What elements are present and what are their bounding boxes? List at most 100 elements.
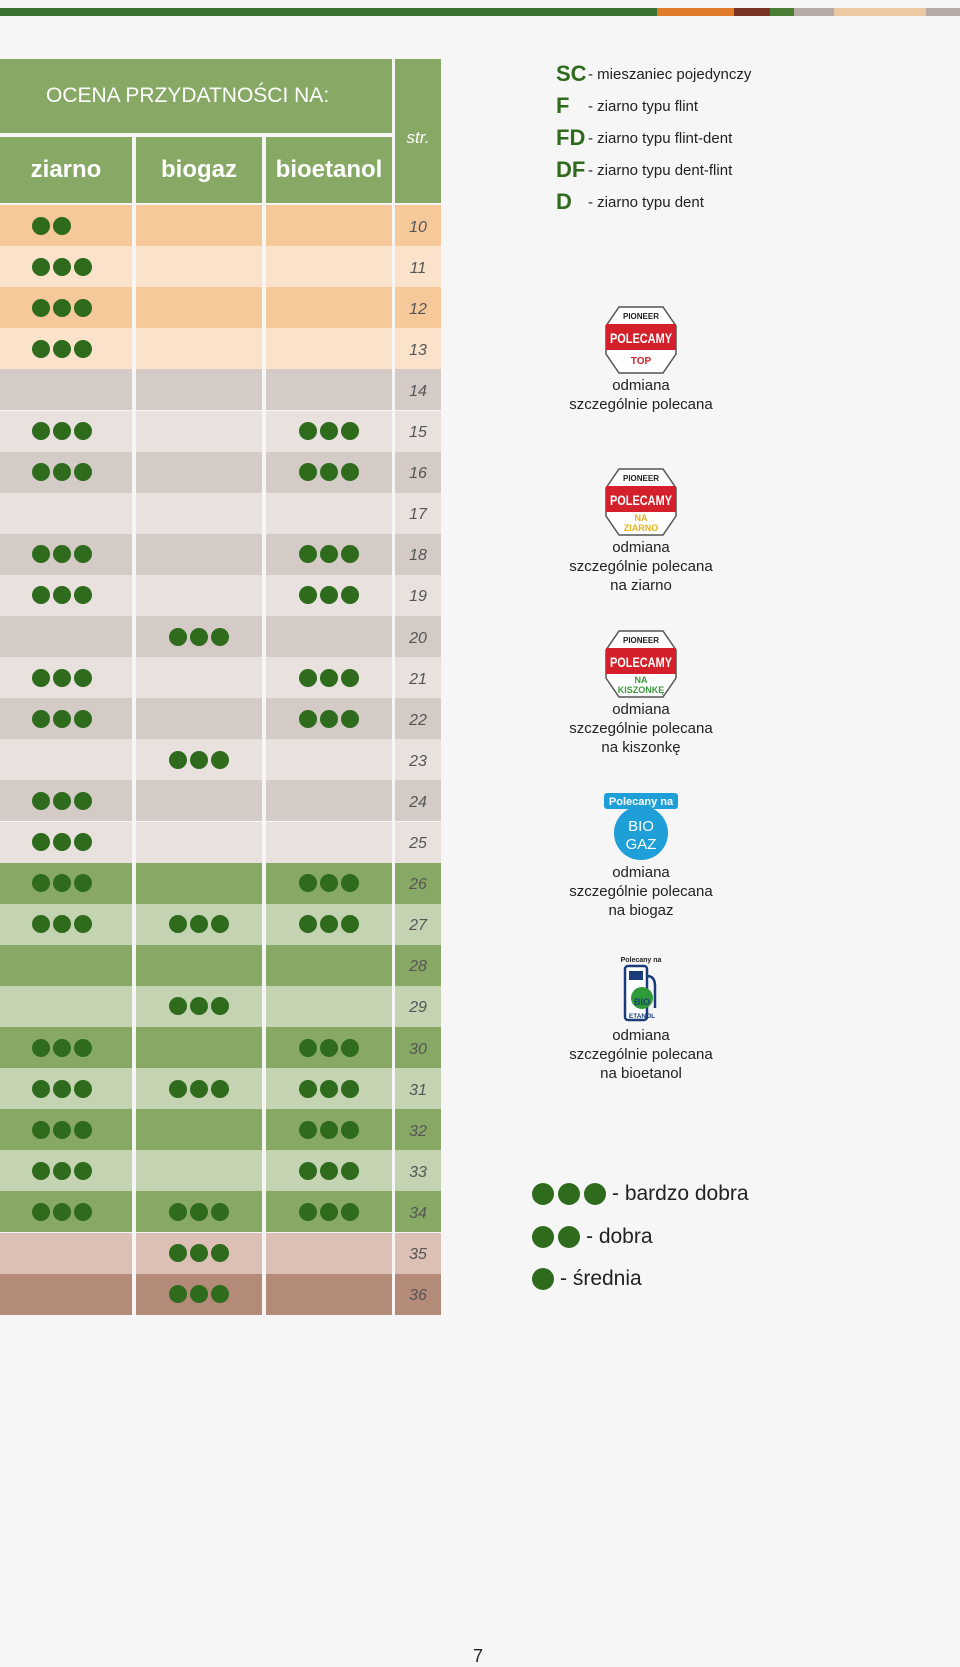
table-row: 22	[0, 698, 441, 740]
column-header-page: str.	[395, 59, 441, 203]
badge-caption-line: odmiana	[612, 377, 670, 394]
rating-dot-icon	[74, 298, 92, 317]
page-ref-cell: 31	[395, 1068, 441, 1110]
rating-cell-ziarno	[0, 246, 132, 288]
rating-dots	[32, 791, 92, 810]
rating-dot-icon	[341, 422, 359, 440]
rating-dot-icon	[320, 463, 338, 482]
rating-dot-icon	[341, 463, 359, 482]
rating-dot-icon	[299, 463, 317, 482]
rating-legend-label: - dobra	[586, 1225, 653, 1248]
badge-caption-line: szczególnie polecana	[569, 1046, 713, 1063]
rating-dot-icon	[211, 750, 229, 769]
table-row: 23	[0, 739, 441, 781]
rating-cell-bioetanol	[266, 944, 392, 986]
badge-block: Polecany na BIO ETANOL odmiana szczególnie p…	[560, 954, 722, 1083]
page-ref-cell: 18	[395, 533, 441, 575]
rating-dot-icon	[74, 874, 92, 893]
rating-cell-ziarno	[0, 616, 132, 657]
rating-dot-icon	[299, 915, 317, 934]
rating-cell-biogaz	[136, 287, 262, 329]
grain-code-row: DF - ziarno typu dent-flint	[556, 154, 751, 186]
rating-cell-bioetanol	[266, 1068, 392, 1110]
grain-type-legend: SC - mieszaniec pojedynczy F - ziarno typu …	[556, 58, 751, 218]
table-row: 14	[0, 369, 441, 411]
svg-text:POLECAMY: POLECAMY	[610, 654, 673, 670]
rating-dots	[32, 709, 92, 728]
table-row: 29	[0, 985, 441, 1027]
rating-dot-icon	[53, 257, 71, 276]
rating-cell-ziarno	[0, 287, 132, 329]
rating-dot-icon	[169, 1285, 187, 1304]
badge-block: PIONEER POLECAMY TOP odmiana szczególnie pol…	[560, 306, 722, 414]
rating-dots	[32, 257, 92, 276]
rating-cell-ziarno	[0, 1068, 132, 1110]
rating-dot-icon	[190, 1202, 208, 1221]
rating-cell-ziarno	[0, 1232, 132, 1274]
rating-dot-icon	[341, 545, 359, 564]
grain-code-description: - ziarno typu flint-dent	[588, 129, 733, 147]
svg-text:POLECAMY: POLECAMY	[610, 492, 673, 508]
rating-dot-icon	[211, 1079, 229, 1098]
page-ref-cell: 13	[395, 328, 441, 370]
rating-dot-icon	[53, 463, 71, 482]
rating-cell-biogaz	[136, 451, 262, 493]
rating-dot-icon	[53, 422, 71, 440]
rating-dot-icon	[190, 1285, 208, 1304]
page-ref-cell: 35	[395, 1232, 441, 1274]
rating-dots	[169, 627, 229, 646]
svg-text:ETANOL: ETANOL	[629, 1013, 655, 1020]
rating-dots	[299, 1202, 359, 1221]
rating-cell-ziarno	[0, 492, 132, 534]
rating-dot-icon	[169, 627, 187, 646]
rating-dot-icon	[341, 874, 359, 893]
rating-dot-icon	[169, 1244, 187, 1262]
page-ref-cell: 25	[395, 821, 441, 863]
rating-dot-icon	[299, 422, 317, 440]
badge-caption-line: odmiana	[612, 701, 670, 718]
table-row: 19	[0, 574, 441, 616]
rating-dots	[299, 586, 359, 605]
rating-dot-icon	[53, 709, 71, 728]
rating-dot-icon	[74, 915, 92, 934]
rating-dots	[299, 1120, 359, 1139]
table-title: OCENA PRZYDATNOŚCI NA:	[0, 59, 392, 133]
rating-dot-icon	[53, 339, 71, 358]
table-row: 35	[0, 1232, 441, 1274]
rating-cell-ziarno	[0, 698, 132, 740]
rating-dot-icon	[190, 915, 208, 934]
top-bar-segment	[794, 8, 834, 16]
rating-dot-icon	[32, 668, 50, 687]
rating-dot-icon	[320, 874, 338, 893]
rating-dot-icon	[190, 1244, 208, 1262]
rating-cell-bioetanol	[266, 1191, 392, 1233]
top-bar-segment	[657, 8, 734, 16]
badge-caption-line: na ziarno	[610, 577, 672, 594]
table-row: 13	[0, 328, 441, 370]
rating-dots	[32, 298, 92, 317]
rating-dot-icon	[299, 586, 317, 605]
grain-code-description: - ziarno typu flint	[588, 97, 699, 115]
rating-dot-icon	[32, 298, 50, 317]
rating-cell-bioetanol	[266, 1150, 392, 1192]
page-ref-cell: 21	[395, 657, 441, 699]
top-bar-segment	[770, 8, 794, 16]
rating-cell-bioetanol	[266, 1027, 392, 1068]
rating-dot-icon	[320, 586, 338, 605]
page-ref-cell: 30	[395, 1027, 441, 1068]
table-row: 20	[0, 616, 441, 657]
rating-dots	[169, 1244, 229, 1262]
badge-block: PIONEER POLECAMY NA ZIARNO odmiana szczególni…	[560, 468, 722, 595]
rating-dots	[32, 874, 92, 893]
rating-dot-icon	[53, 1120, 71, 1139]
rating-legend-label: - średnia	[560, 1267, 642, 1290]
rating-dot-icon	[32, 791, 50, 810]
rating-dots	[32, 1161, 92, 1180]
page-ref-cell: 29	[395, 985, 441, 1027]
rating-legend-row: - bardzo dobra	[532, 1182, 749, 1206]
rating-dot-icon	[53, 1079, 71, 1098]
rating-cell-bioetanol	[266, 698, 392, 740]
grain-code: D	[556, 189, 572, 214]
page-ref-cell: 16	[395, 451, 441, 493]
rating-dot-icon	[74, 833, 92, 851]
